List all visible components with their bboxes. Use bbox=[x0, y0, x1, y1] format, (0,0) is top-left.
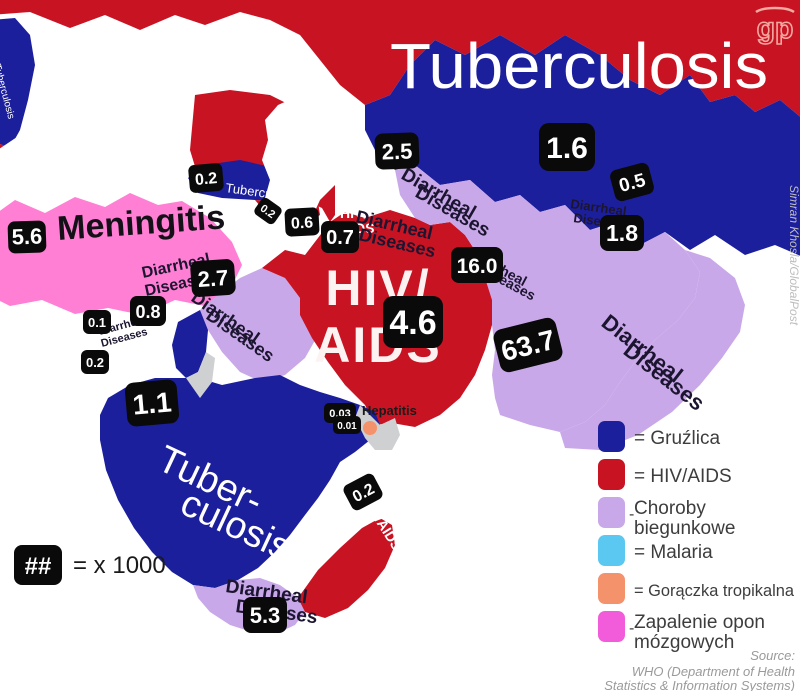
svg-text:-: - bbox=[629, 620, 634, 637]
svg-text:-: - bbox=[629, 506, 634, 523]
svg-text:1.1: 1.1 bbox=[131, 386, 172, 420]
svg-text:2.5: 2.5 bbox=[381, 138, 412, 164]
svg-text:Choroby: Choroby bbox=[634, 498, 706, 519]
svg-text:0.1: 0.1 bbox=[88, 315, 106, 330]
svg-text:1.8: 1.8 bbox=[606, 220, 638, 246]
svg-text:Tuberculosis: Tuberculosis bbox=[390, 30, 768, 102]
svg-text:Simran Khosla/GlobalPost: Simran Khosla/GlobalPost bbox=[787, 185, 800, 326]
svg-text:0.6: 0.6 bbox=[291, 214, 314, 232]
svg-text:1.6: 1.6 bbox=[546, 132, 588, 165]
svg-text:= Gorączka tropikalna: = Gorączka tropikalna bbox=[634, 581, 795, 600]
svg-text:5.6: 5.6 bbox=[11, 223, 42, 249]
svg-text:= Malaria: = Malaria bbox=[634, 542, 713, 563]
svg-text:= x 1000: = x 1000 bbox=[73, 552, 166, 579]
svg-text:= HIV/AIDS: = HIV/AIDS bbox=[634, 466, 732, 487]
svg-text:0.2: 0.2 bbox=[194, 170, 218, 189]
svg-text:0.01: 0.01 bbox=[337, 421, 357, 432]
svg-text:biegunkowe: biegunkowe bbox=[634, 518, 735, 539]
svg-text:0.7: 0.7 bbox=[326, 227, 354, 249]
svg-text:Zapalenie opon: Zapalenie opon bbox=[634, 612, 765, 633]
svg-text:##: ## bbox=[25, 553, 52, 580]
svg-text:4.6: 4.6 bbox=[389, 304, 436, 342]
svg-text:2.7: 2.7 bbox=[197, 265, 229, 292]
svg-text:0.8: 0.8 bbox=[135, 302, 160, 322]
svg-text:Source:: Source: bbox=[750, 648, 795, 663]
svg-text:5.3: 5.3 bbox=[250, 603, 281, 628]
svg-text:gp: gp bbox=[757, 12, 794, 45]
svg-text:Statistics & Information Syste: Statistics & Information Systems) bbox=[604, 678, 795, 691]
svg-text:16.0: 16.0 bbox=[457, 255, 498, 278]
svg-text:= Gruźlica: = Gruźlica bbox=[634, 428, 720, 449]
svg-text:Hepatitis: Hepatitis bbox=[362, 403, 417, 418]
svg-text:mózgowych: mózgowych bbox=[634, 632, 734, 653]
svg-text:WHO (Department of Health: WHO (Department of Health bbox=[632, 664, 795, 679]
svg-text:0.2: 0.2 bbox=[86, 355, 104, 370]
